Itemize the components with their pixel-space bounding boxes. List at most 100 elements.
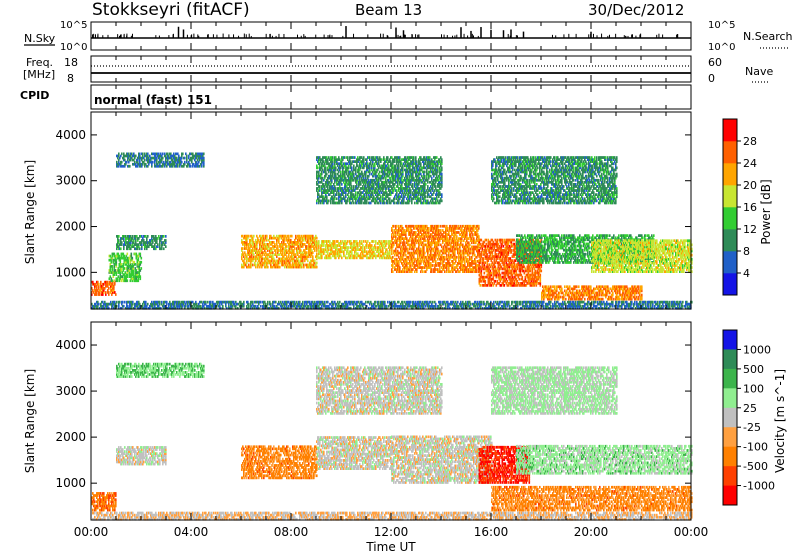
heatmap-cell [109,267,112,270]
heatmap-cell [120,256,123,260]
heatmap-cell [97,280,99,284]
heatmap-cell [272,251,274,254]
heatmap-cell [456,235,458,238]
heatmap-cell [127,265,130,268]
heatmap-cell [112,260,115,264]
heatmap-cell [314,259,316,263]
heatmap-cell [95,282,97,286]
heatmap-cell [106,284,108,288]
heatmap-cell [613,297,615,301]
heatmap-cell [479,284,482,287]
heatmap-cell [129,265,132,268]
heatmap-cell [131,258,134,262]
heatmap-cell [105,282,107,286]
cpid-panel: CPID normal (fast) 151 [20,84,692,110]
heatmap-cell [119,260,122,264]
heatmap-cell [129,258,132,262]
heatmap-cell [117,269,120,272]
heatmap-cell [118,265,121,268]
heatmap-cell [130,265,133,268]
heatmap-cell [94,293,96,296]
heatmap-cell [130,254,133,258]
heatmap-cell [121,252,124,256]
heatmap-cell [112,273,115,276]
heatmap-cell [128,271,131,274]
heatmap-cell [444,255,446,259]
heatmap-cell [95,293,97,296]
heatmap-cell [131,267,134,270]
heatmap-cell [109,258,112,262]
heatmap-cell [584,297,586,301]
heatmap-cell [93,291,95,294]
heatmap-cell [92,289,94,292]
heatmap-cell [112,289,114,292]
heatmap-cell [126,267,129,270]
heatmap-cell [399,266,401,269]
heatmap-cell [117,252,120,256]
heatmap-cell [101,284,103,288]
heatmap-cell [263,234,265,238]
heatmap-cell [114,280,116,284]
heatmap-cell [98,291,100,294]
heatmap-cell [347,240,349,243]
heatmap-cell [105,291,107,294]
heatmap-cell [253,234,255,238]
heatmap-cell [110,265,113,268]
heatmap-cell [113,267,116,270]
heatmap-cell [144,158,146,162]
heatmap-cell [422,270,424,273]
heatmap-cell [128,265,131,268]
heatmap-cell [411,229,413,232]
heatmap-cell [98,293,100,296]
heatmap-cell [484,279,487,283]
heatmap-cell [120,267,123,270]
heatmap-cell [114,260,117,264]
heatmap-cell [118,254,121,258]
heatmap-cell [127,256,130,260]
heatmap-cell [92,282,94,286]
heatmap-cell [115,271,118,274]
heatmap-cell [114,269,117,272]
heatmap-cell [130,269,133,272]
heatmap-cell [393,224,395,228]
heatmap-cell [108,287,110,290]
heatmap-cell [129,275,132,278]
heatmap-cell [124,271,127,274]
heatmap-cell [306,251,308,254]
heatmap-cell [121,265,124,268]
heatmap-cell [329,240,331,243]
heatmap-cell [334,240,336,243]
cpid-mode: normal (fast) 151 [94,93,212,107]
heatmap-cell [554,285,556,289]
heatmap-cell [127,267,130,270]
heatmap-cell [98,287,100,290]
nave-tick-low: 0 [708,72,715,85]
heatmap-cell [152,160,154,164]
heatmap-cell [184,160,186,164]
heatmap-cell [113,284,115,288]
heatmap-cell [560,295,562,299]
heatmap-cell [125,263,128,266]
heatmap-cell [371,244,373,247]
heatmap-cell [163,235,165,238]
heatmap-cell [120,265,123,268]
heatmap-cell [103,282,105,286]
heatmap-cell [112,284,114,288]
heatmap-cell [131,269,134,272]
heatmap-cell [428,227,430,230]
heatmap-cell [303,263,305,267]
heatmap-cell [316,236,318,240]
beam-label: Beam 13 [355,1,422,19]
heatmap-cell [590,285,592,289]
heatmap-cell [119,267,122,270]
heatmap-cell [132,273,135,276]
heatmap-cell [318,240,320,243]
heatmap-cell [128,256,131,260]
noise-left-tick-low: 10^0 [60,42,87,53]
heatmap-cell [478,224,480,228]
heatmap-cell [147,152,149,156]
heatmap-cell [267,265,269,269]
heatmap-cell [638,285,640,289]
heatmap-cell [103,291,105,294]
heatmap-cell [115,254,118,258]
